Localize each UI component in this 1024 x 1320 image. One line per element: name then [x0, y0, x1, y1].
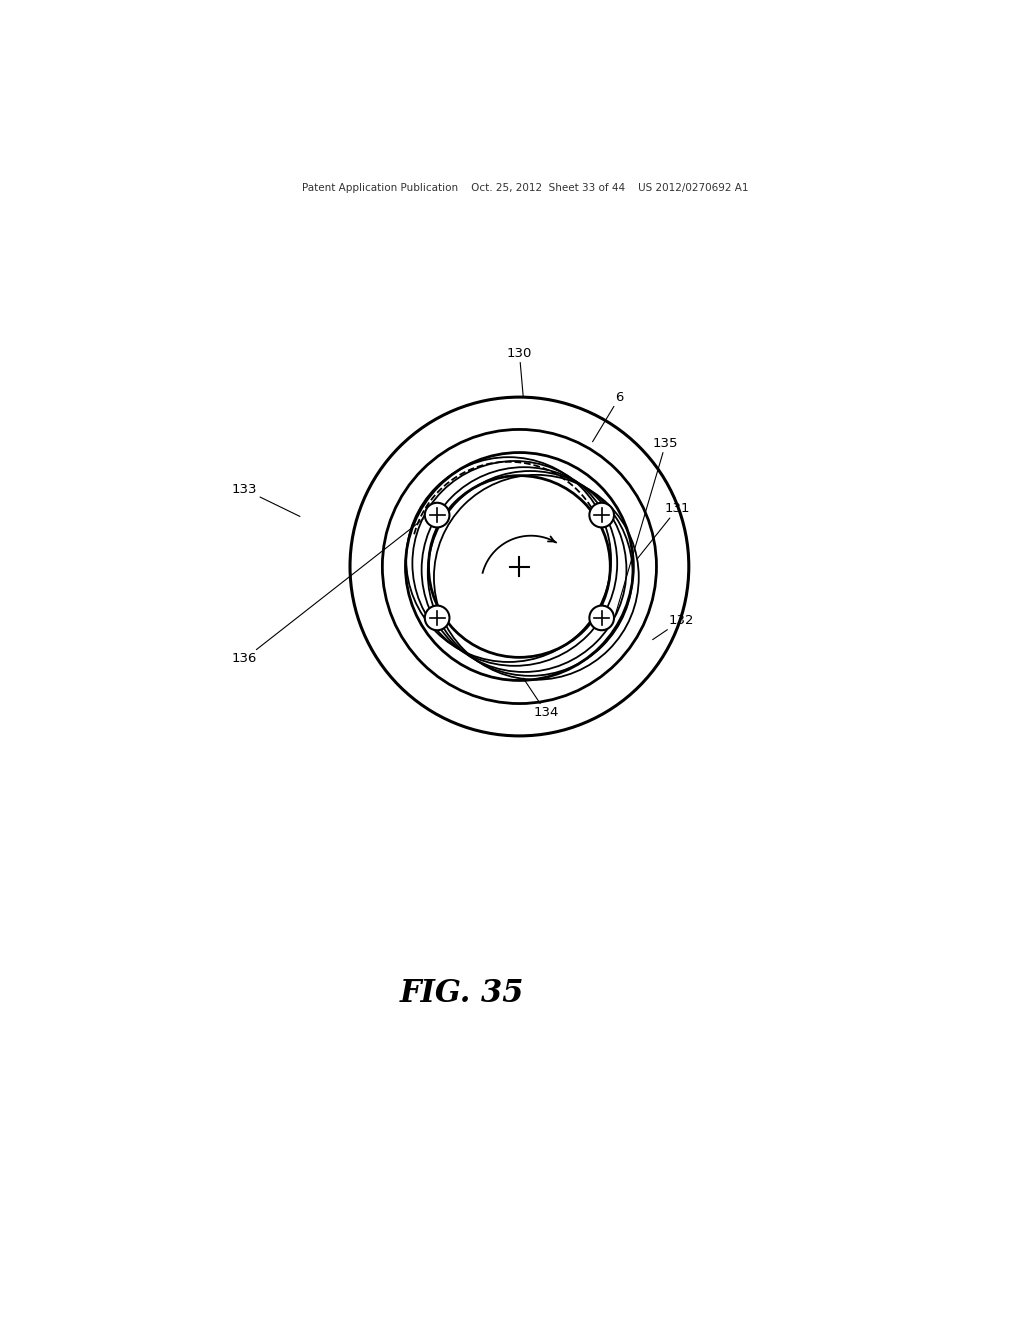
- Text: 131: 131: [637, 502, 690, 558]
- Text: 130: 130: [507, 347, 532, 397]
- Circle shape: [590, 503, 614, 528]
- Text: 136: 136: [231, 519, 423, 665]
- Text: Patent Application Publication    Oct. 25, 2012  Sheet 33 of 44    US 2012/02706: Patent Application Publication Oct. 25, …: [301, 182, 749, 193]
- Text: 133: 133: [231, 483, 300, 516]
- Text: 134: 134: [523, 678, 559, 719]
- Text: 132: 132: [652, 614, 694, 640]
- Circle shape: [425, 606, 450, 630]
- Circle shape: [590, 606, 614, 630]
- Text: 6: 6: [593, 391, 624, 442]
- Circle shape: [425, 503, 450, 528]
- Text: 135: 135: [615, 437, 679, 614]
- Text: FIG. 35: FIG. 35: [399, 978, 524, 1010]
